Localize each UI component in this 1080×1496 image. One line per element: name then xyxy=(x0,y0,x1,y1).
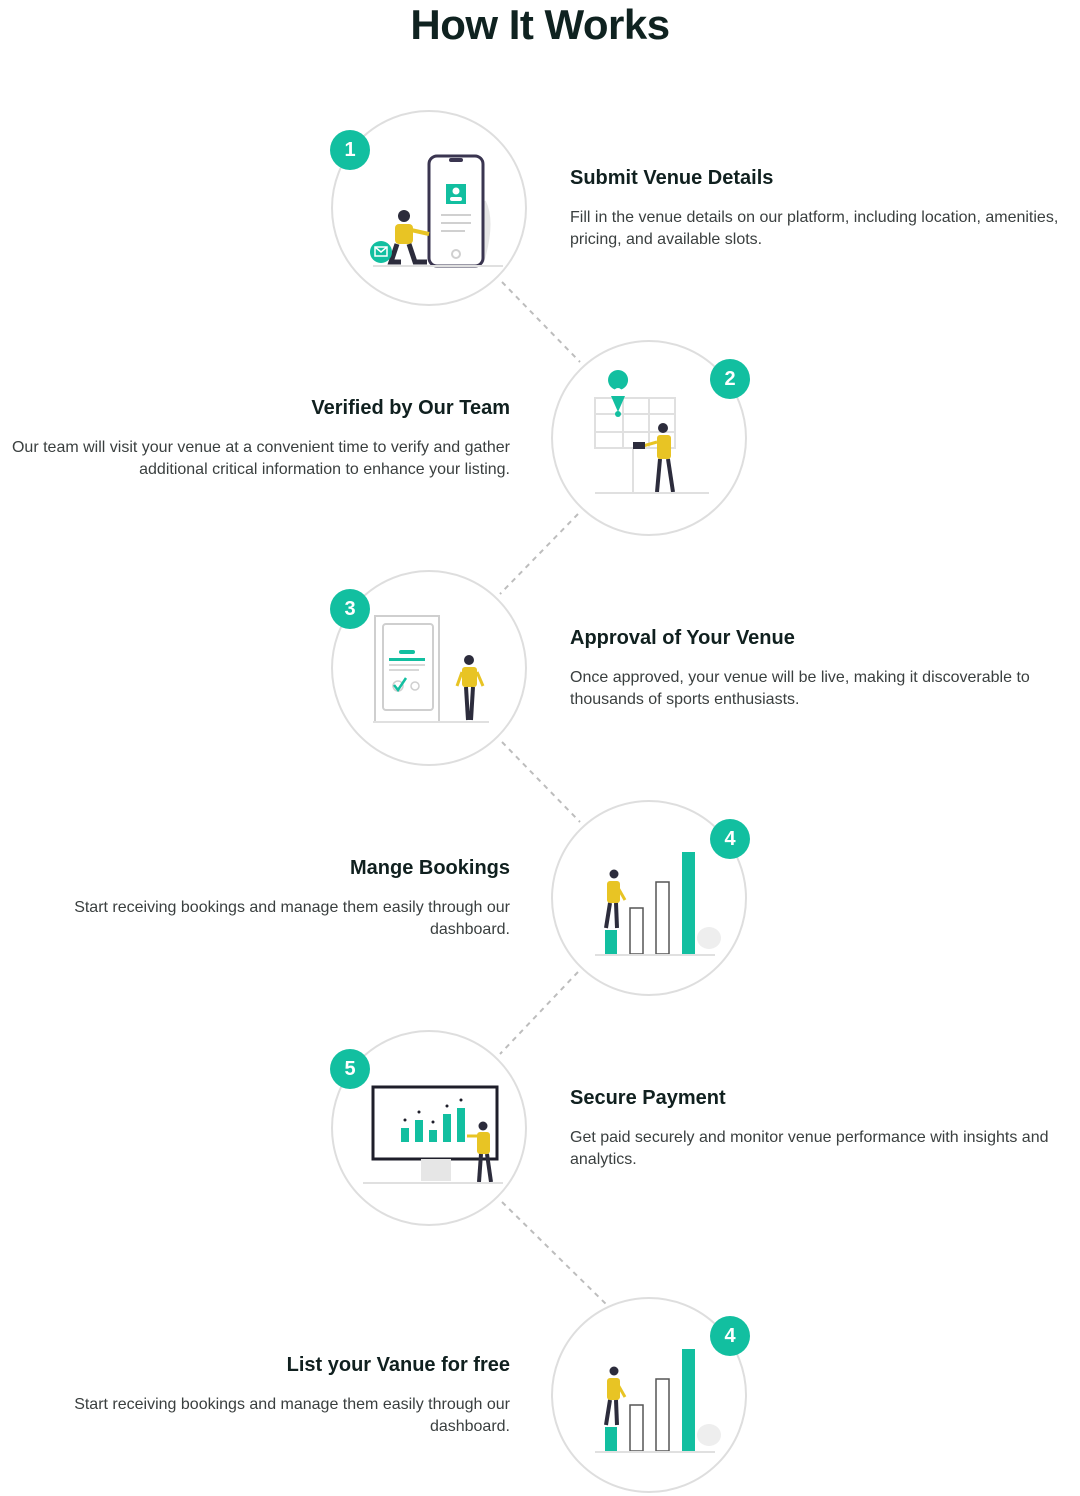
map-pin-illustration xyxy=(594,370,709,494)
step-4-text: Mange Bookings Start receiving bookings … xyxy=(0,855,510,941)
step-5-number-badge: 5 xyxy=(330,1049,370,1089)
step-6-number-badge: 4 xyxy=(710,1316,750,1356)
step-1-text: Submit Venue Details Fill in the venue d… xyxy=(570,165,1080,251)
growth-bars-illustration xyxy=(595,852,721,956)
step-2-description: Our team will visit your venue at a conv… xyxy=(11,439,510,478)
page-title: How It Works xyxy=(410,1,670,48)
step-2-text: Verified by Our Team Our team will visit… xyxy=(0,395,510,481)
step-2-title: Verified by Our Team xyxy=(311,397,510,419)
step-5-title: Secure Payment xyxy=(570,1087,726,1109)
step-3-description: Once approved, your venue will be live, … xyxy=(570,669,1030,708)
step-1-title: Submit Venue Details xyxy=(570,167,774,189)
step-6-circle xyxy=(551,1297,747,1493)
step-3-text: Approval of Your Venue Once approved, yo… xyxy=(570,625,1080,711)
approval-checklist-illustration xyxy=(373,615,489,723)
step-1-number-badge: 1 xyxy=(330,130,370,170)
step-4-title: Mange Bookings xyxy=(349,857,510,879)
step-2-number-badge: 2 xyxy=(710,359,750,399)
step-4-description: Start receiving bookings and manage them… xyxy=(74,899,510,938)
step-5-description: Get paid securely and monitor venue perf… xyxy=(570,1129,1049,1168)
step-1-description: Fill in the venue details on our platfor… xyxy=(570,209,1059,248)
step-3-number-badge: 3 xyxy=(330,589,370,629)
step-6-title: List your Vanue for free xyxy=(286,1354,510,1376)
step-6-description: Start receiving bookings and manage them… xyxy=(74,1396,510,1435)
step-3-title: Approval of Your Venue xyxy=(570,627,795,649)
analytics-monitor-illustration xyxy=(363,1085,503,1184)
growth-bars-illustration xyxy=(595,1349,721,1453)
step-6-text: List your Vanue for free Start receiving… xyxy=(0,1352,510,1438)
step-4-number-badge: 4 xyxy=(710,819,750,859)
step-5-text: Secure Payment Get paid securely and mon… xyxy=(570,1085,1080,1171)
phone-profile-illustration xyxy=(370,154,503,268)
